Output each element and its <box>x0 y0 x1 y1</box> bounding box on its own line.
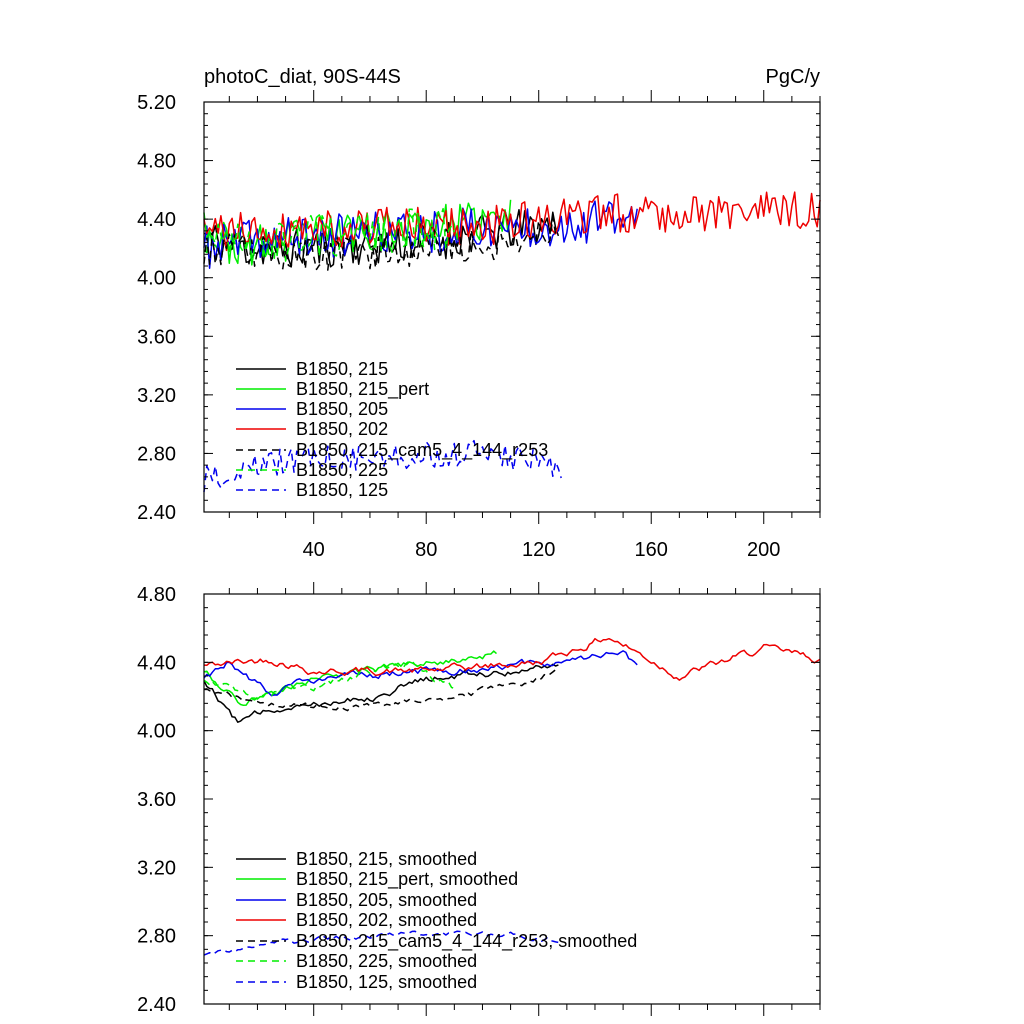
y-tick-label: 2.80 <box>137 926 176 948</box>
x-tick-label: 200 <box>747 539 780 561</box>
y-tick-label: 4.80 <box>137 584 176 606</box>
y-tick-label: 3.20 <box>137 385 176 407</box>
legend-entry: B1850, 215_cam5_4_144_r253, smoothed <box>236 931 637 952</box>
legend-entry: B1850, 215, smoothed <box>236 849 477 869</box>
series-line <box>203 637 821 681</box>
legend-label: B1850, 125 <box>296 480 388 500</box>
legend: B1850, 215, smoothed B1850, 215_pert, sm… <box>236 849 637 992</box>
chart-title: photoC_diat, 90S-44S <box>204 66 401 88</box>
legend-label: B1850, 215_cam5_4_144_r253, smoothed <box>296 931 637 952</box>
y-tick-label: 5.20 <box>137 92 176 114</box>
series-line <box>203 667 559 712</box>
y-tick-label: 2.40 <box>137 994 176 1016</box>
y-tick-label: 4.40 <box>137 209 176 231</box>
legend-entry: B1850, 215_cam5_4_144_r253 <box>236 440 548 461</box>
units-label: PgC/y <box>766 66 820 88</box>
y-tick-label: 4.80 <box>137 151 176 173</box>
legend-label: B1850, 215_pert <box>296 379 429 400</box>
legend-entry: B1850, 215 <box>236 359 388 379</box>
axis-ticks: 2.40 2.80 3.20 3.60 4.00 4.40 4.80 5.20 40 80 120 1… <box>137 90 821 561</box>
legend-entry: B1850, 202 <box>236 419 388 439</box>
legend-label: B1850, 215_pert, smoothed <box>296 869 518 890</box>
series-line <box>203 207 455 262</box>
y-tick-label: 4.00 <box>137 268 176 290</box>
legend-label: B1850, 225 <box>296 460 388 480</box>
panel-bottom: 2.40 2.80 3.20 3.60 4.00 4.40 4.80 B1850, 215,… <box>137 582 821 1016</box>
legend-label: B1850, 205, smoothed <box>296 890 477 910</box>
legend-entry: B1850, 225 <box>236 460 388 480</box>
legend-label: B1850, 215, smoothed <box>296 849 477 869</box>
series-line <box>203 216 559 271</box>
legend-entry: B1850, 205 <box>236 399 388 419</box>
legend-entry: B1850, 125, smoothed <box>236 972 477 992</box>
series-line <box>203 650 638 697</box>
series-line <box>203 191 821 252</box>
legend-label: B1850, 225, smoothed <box>296 951 477 971</box>
series-layer <box>203 191 821 493</box>
series-line <box>203 930 562 956</box>
legend-label: B1850, 215 <box>296 359 388 379</box>
x-tick-label: 40 <box>303 539 325 561</box>
y-tick-label: 2.40 <box>137 502 176 524</box>
y-tick-label: 2.80 <box>137 443 176 465</box>
y-tick-label: 3.20 <box>137 857 176 879</box>
legend-label: B1850, 125, smoothed <box>296 972 477 992</box>
y-tick-label: 4.40 <box>137 652 176 674</box>
plot-frame <box>203 101 821 513</box>
y-tick-label: 3.60 <box>137 789 176 811</box>
legend-label: B1850, 215_cam5_4_144_r253 <box>296 440 548 461</box>
legend: B1850, 215 B1850, 215_pert B1850, 205 B1… <box>236 359 548 500</box>
series-line <box>203 663 559 723</box>
legend-entry: B1850, 215_pert, smoothed <box>236 869 518 890</box>
y-tick-label: 4.00 <box>137 721 176 743</box>
legend-label: B1850, 202, smoothed <box>296 910 477 930</box>
panel-top: photoC_diat, 90S-44S PgC/y 2.40 2.80 3.20 3… <box>137 66 821 561</box>
legend-entry: B1850, 202, smoothed <box>236 910 477 930</box>
legend-label: B1850, 205 <box>296 399 388 419</box>
x-tick-label: 80 <box>415 539 437 561</box>
series-line <box>203 199 512 266</box>
legend-label: B1850, 202 <box>296 419 388 439</box>
legend-entry: B1850, 225, smoothed <box>236 951 477 971</box>
legend-entry: B1850, 205, smoothed <box>236 890 477 910</box>
series-line <box>203 660 455 701</box>
series-layer <box>203 637 821 956</box>
legend-entry: B1850, 125 <box>236 480 388 500</box>
y-tick-label: 3.60 <box>137 326 176 348</box>
axis-ticks: 2.40 2.80 3.20 3.60 4.00 4.40 4.80 <box>137 582 821 1016</box>
x-tick-label: 160 <box>635 539 668 561</box>
x-tick-label: 120 <box>522 539 555 561</box>
legend-entry: B1850, 215_pert <box>236 379 429 400</box>
series-line <box>203 439 562 493</box>
